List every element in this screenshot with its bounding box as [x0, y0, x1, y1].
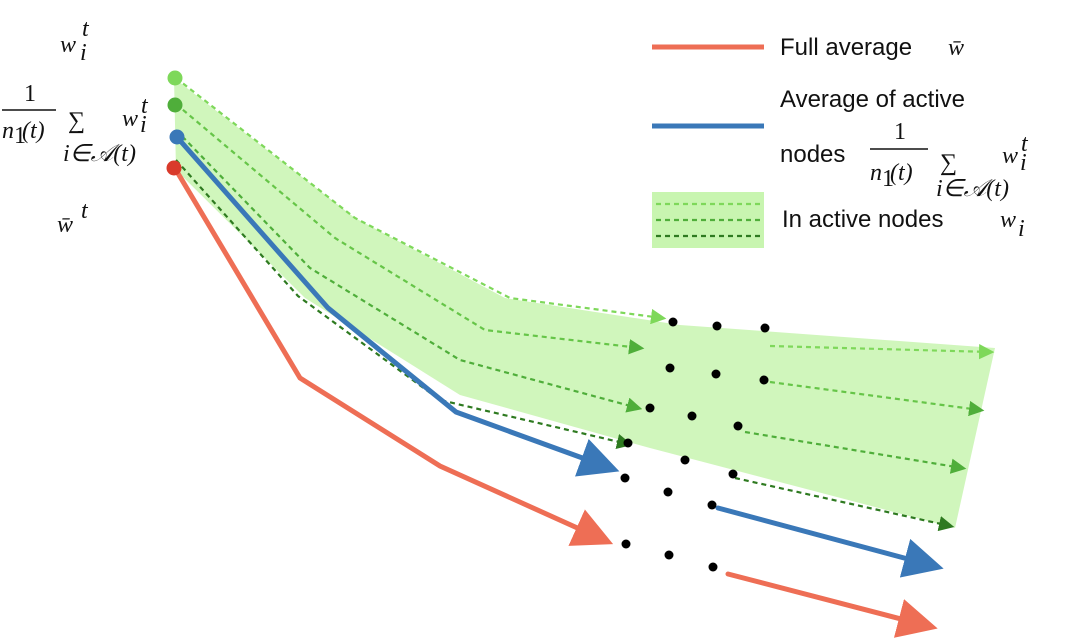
start-point-blue [169, 129, 185, 145]
svg-text:w: w [1000, 207, 1016, 233]
svg-text:i∈𝒜(t): i∈𝒜(t) [936, 176, 1009, 202]
svg-text:1: 1 [882, 166, 894, 192]
active-node-trajectories [175, 77, 995, 532]
legend-label-active-average: Average of active [780, 86, 965, 113]
label-w-bar-t: w̄ t [57, 198, 89, 238]
label-w-i-t: w t i [60, 16, 90, 66]
trajectory-mid-3 [744, 430, 967, 474]
svg-text:i∈𝒜(t): i∈𝒜(t) [63, 141, 136, 167]
start-point-red [166, 160, 182, 176]
legend: Full average w̄ Average of active nodes … [652, 34, 1029, 248]
svg-text:t: t [82, 16, 90, 42]
svg-text:w: w [1002, 143, 1018, 169]
active-average-trajectory [173, 133, 944, 578]
svg-text:(t): (t) [22, 118, 45, 144]
legend-swatch-active-nodes-band [652, 192, 764, 248]
svg-text:w̄: w̄ [57, 212, 73, 238]
trajectory-mid-1 [175, 129, 643, 413]
start-point-mid-green [167, 97, 183, 113]
svg-text:1: 1 [24, 81, 36, 107]
start-point-light-green [167, 70, 183, 86]
svg-text:t: t [1021, 131, 1029, 157]
full-average-trajectory [173, 167, 938, 638]
svg-text:i: i [1020, 150, 1027, 176]
trajectory-dark-2 [734, 476, 955, 532]
svg-text:t: t [81, 198, 89, 224]
svg-text:w̄: w̄ [948, 35, 964, 61]
trajectory-dark-1 [175, 159, 633, 449]
trajectory-light-1 [175, 77, 667, 325]
active-nodes-band [174, 78, 995, 528]
trajectory-light-3 [769, 344, 995, 360]
svg-text:∑: ∑ [68, 108, 85, 134]
svg-text:1: 1 [894, 119, 906, 145]
svg-text:w: w [122, 106, 138, 132]
svg-text:w: w [60, 32, 76, 58]
svg-text:∑: ∑ [940, 150, 957, 176]
trajectory-light-2 [175, 103, 645, 355]
svg-text:(t): (t) [890, 160, 913, 186]
svg-text:i: i [1018, 216, 1025, 242]
svg-text:t: t [141, 93, 149, 119]
svg-text:i: i [80, 40, 87, 66]
svg-text:1: 1 [14, 123, 26, 149]
legend-label-active-nodes: In active nodes [782, 206, 943, 233]
legend-label-full-average: Full average [780, 34, 912, 61]
label-active-average: 1 n 1 (t) ∑ i∈𝒜(t) w t i [2, 81, 149, 167]
svg-text:n: n [2, 118, 14, 144]
svg-text:n: n [870, 160, 882, 186]
svg-text:nodes: nodes [780, 141, 845, 168]
continuation-dots [620, 317, 770, 572]
svg-text:i: i [140, 112, 147, 138]
